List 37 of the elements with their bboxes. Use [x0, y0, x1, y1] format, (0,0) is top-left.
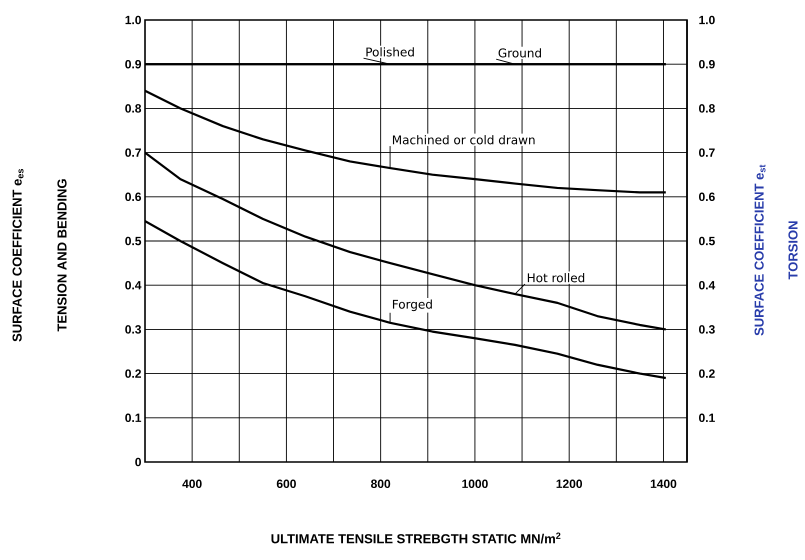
- y-tick-label: 1.0: [126, 16, 141, 24]
- series-label: Polished: [366, 47, 414, 56]
- x-tick-label: 1400: [650, 480, 676, 488]
- series-label: Ground: [498, 48, 541, 58]
- series-label: Machined or cold drawn: [392, 135, 535, 144]
- x-axis-title: ULTIMATE TENSILE STREBGTH STATIC MN/m$^{2}$: [271, 532, 560, 544]
- x-tick-label: 400: [182, 480, 202, 488]
- y-tick-label: 0.1: [125, 414, 142, 422]
- y2-tick-label: 0.2: [699, 369, 715, 378]
- y-tick-label: 0.2: [125, 369, 141, 378]
- y2-tick-label: 0.7: [699, 148, 715, 157]
- y-tick-label: 0.4: [125, 280, 142, 290]
- y-tick-label: 0.5: [125, 236, 142, 246]
- x-tick-label: 1200: [556, 480, 582, 488]
- y-tick-label: 0.3: [125, 325, 142, 334]
- y2-tick-label: 0.8: [699, 104, 715, 113]
- y-tick-label: 0.8: [125, 104, 142, 113]
- text: TENSION AND BENDING: [57, 179, 67, 332]
- x-tick-label: 1000: [462, 480, 488, 488]
- y-tick-label: 0.6: [125, 192, 142, 202]
- series-label: Forged: [392, 299, 432, 312]
- y-tick-label: 0.9: [125, 60, 142, 68]
- series-label: Hot rolled: [528, 273, 584, 282]
- y2-tick-label: 0.9: [699, 60, 715, 68]
- y2-axis-title: SURFACE COEFFICIENT e$_{st}$: [754, 164, 766, 336]
- text: SURFACE COEFFICIENT e$_{es}$: [12, 168, 24, 342]
- y2-tick-label: 0.6: [699, 192, 715, 202]
- y2-tick-label: 0.1: [699, 414, 715, 422]
- y2-tick-label: 0.5: [699, 236, 715, 246]
- x-tick-label: 600: [276, 480, 296, 488]
- y-tick-label: 0.7: [125, 148, 141, 157]
- text: TORSION: [788, 221, 798, 280]
- y2-tick-label: 0.4: [699, 280, 716, 290]
- y2-tick-label: 1.0: [699, 16, 715, 24]
- y2-tick-label: 0.3: [699, 325, 715, 334]
- x-tick-label: 800: [371, 480, 390, 488]
- y-tick-label: 0: [135, 458, 141, 466]
